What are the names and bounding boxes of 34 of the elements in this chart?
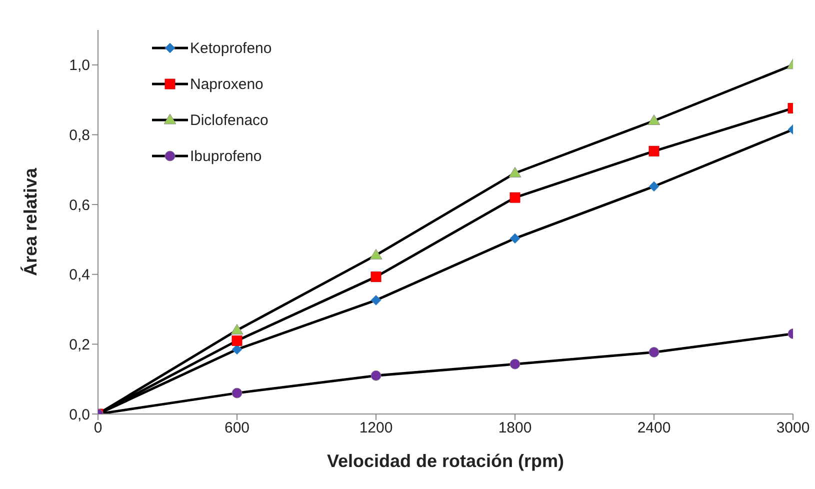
legend-label: Ketoprofeno	[190, 40, 272, 56]
x-tick-label: 3000	[776, 420, 810, 437]
point	[232, 388, 242, 398]
point	[648, 181, 660, 192]
point	[370, 248, 382, 260]
x-tick-label: 0	[94, 420, 102, 437]
point	[232, 344, 242, 355]
x-tick-label: 2400	[637, 420, 671, 437]
point	[510, 192, 520, 203]
point	[510, 358, 520, 370]
y-tick-label: 0,4	[69, 266, 90, 284]
y-tick-label: 0,0	[69, 406, 90, 424]
legend-label: Ibuprofeno	[190, 148, 262, 164]
y-axis-title: Área relativa	[20, 166, 40, 276]
x-tick-label: 600	[224, 420, 250, 437]
legend-label: Diclofenaco	[190, 112, 268, 128]
point	[508, 166, 522, 178]
y-tick-label: 0,6	[69, 196, 90, 214]
point	[232, 335, 242, 346]
x-tick-label: 1800	[498, 420, 532, 437]
point	[230, 324, 244, 334]
y-tick-label: 0,2	[69, 336, 90, 354]
point	[370, 370, 382, 381]
y-tick-label: 1,0	[69, 57, 90, 74]
legend-label: Naproxeno	[190, 76, 264, 92]
point	[370, 272, 382, 282]
point	[648, 114, 660, 126]
point	[510, 233, 520, 244]
point	[648, 146, 660, 156]
x-tick-label: 1200	[359, 420, 393, 437]
y-tick-label: 0,8	[69, 127, 90, 144]
point	[370, 294, 382, 306]
point	[648, 346, 660, 358]
x-axis-title: Velocidad de rotación (rpm)	[326, 451, 564, 471]
